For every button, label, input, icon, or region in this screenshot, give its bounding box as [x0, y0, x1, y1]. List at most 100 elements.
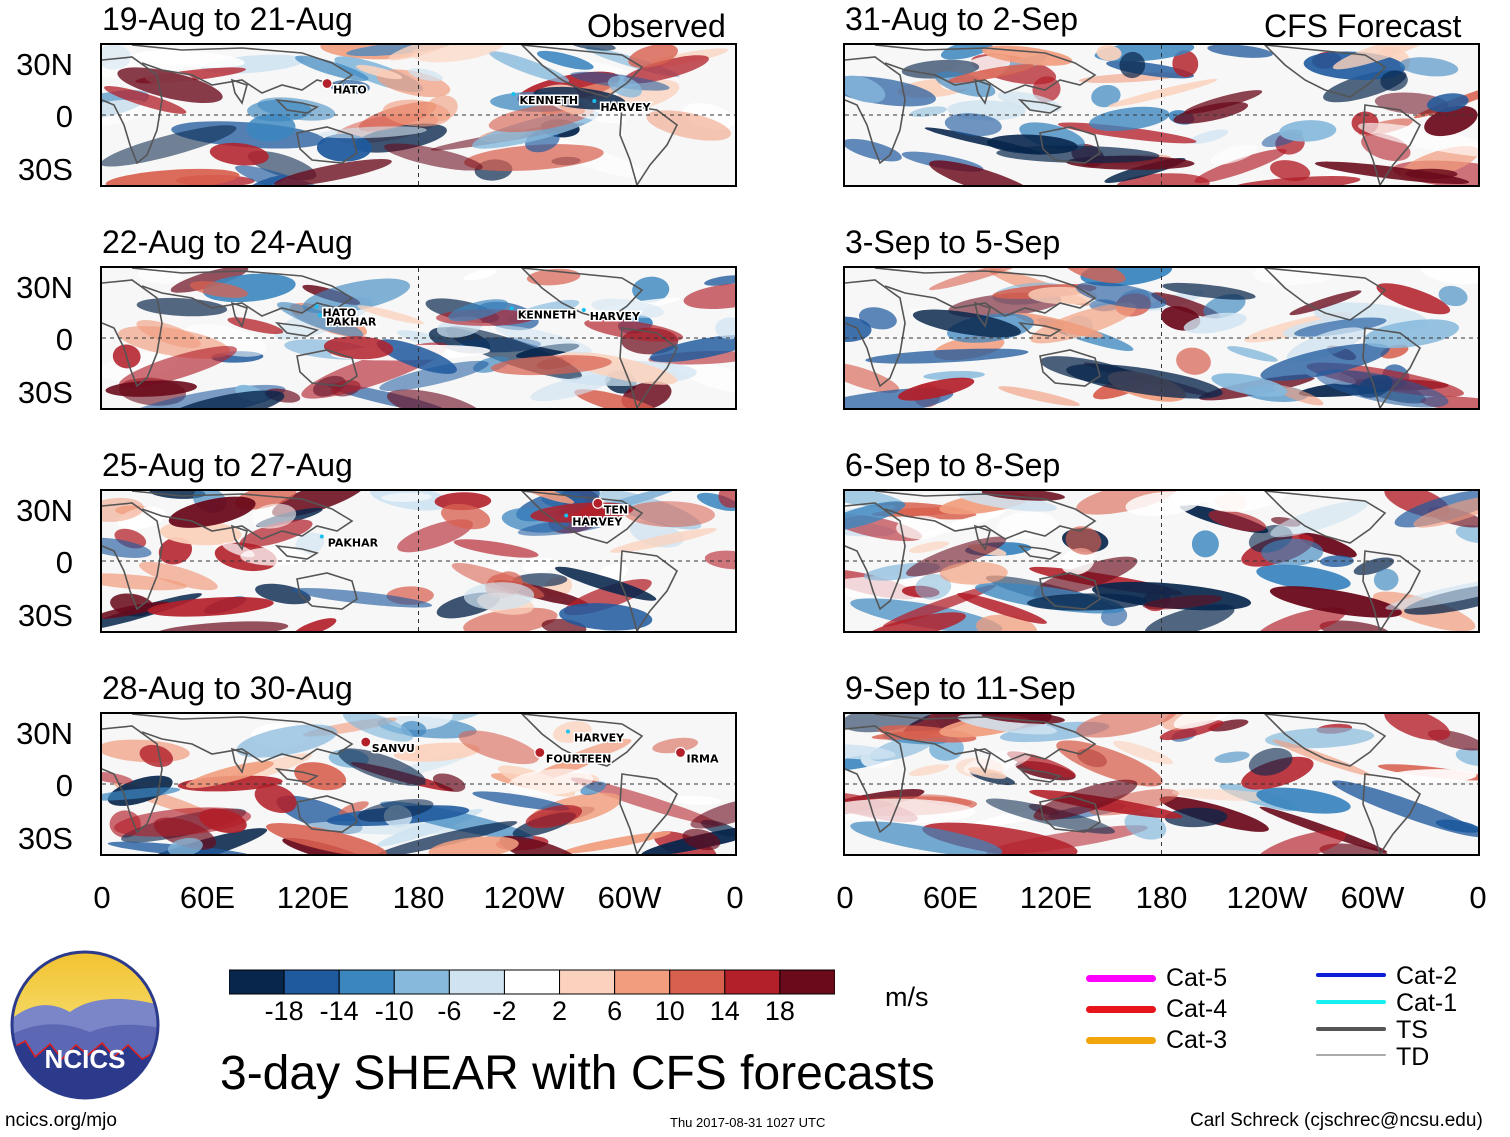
shear-blob: [863, 612, 966, 631]
storm-track-point: [318, 313, 323, 318]
shear-blob: [1173, 101, 1249, 124]
latitude-label: 0: [55, 322, 73, 357]
shear-blob: [536, 50, 594, 70]
legend-label: Cat-2: [1396, 962, 1458, 990]
shear-blob: [1089, 106, 1170, 131]
legend-label: TD: [1396, 1043, 1430, 1071]
shear-blob: [570, 777, 720, 826]
coastline: [874, 268, 1097, 317]
shear-blob: [1424, 105, 1478, 137]
storm-label: SANVU: [372, 742, 415, 755]
shear-blob: [382, 99, 451, 127]
coastline: [520, 45, 644, 98]
shear-blob: [276, 302, 364, 337]
shear-blob: [1076, 714, 1178, 738]
shear-blob: [1259, 806, 1388, 853]
shear-blob: [906, 536, 1007, 577]
coastline: [1263, 491, 1387, 544]
shear-blob: [897, 377, 975, 401]
shear-blob: [316, 133, 372, 162]
footer-url[interactable]: ncics.org/mjo: [5, 1110, 117, 1131]
shear-blob: [1316, 369, 1449, 408]
coastline: [845, 502, 906, 611]
legend-swatch: [1316, 973, 1386, 977]
shear-blob: [1331, 780, 1478, 838]
coastline: [131, 45, 354, 94]
shear-blob: [184, 323, 267, 357]
coastline: [230, 301, 248, 328]
shear-blob: [704, 275, 735, 286]
coastline: [230, 78, 248, 105]
footer-timestamp: Thu 2017-08-31 1027 UTC: [670, 1115, 826, 1130]
shear-blob: [1270, 500, 1368, 538]
shear-blob: [981, 714, 1065, 724]
shear-blob: [628, 45, 678, 68]
shear-blob: [1385, 575, 1478, 610]
shear-blob: [845, 714, 932, 733]
shear-blob: [463, 607, 558, 631]
shear-blob: [683, 282, 735, 310]
shear-blob: [1159, 720, 1224, 741]
coastline: [296, 126, 358, 164]
coastline: [1263, 45, 1387, 98]
shear-map-forecast-2: [843, 266, 1480, 410]
hurricane-icon: [592, 497, 604, 509]
shear-blob: [294, 762, 347, 791]
coastline: [274, 767, 320, 783]
latitude-label: 30S: [17, 152, 73, 187]
legend-swatch: [1086, 1037, 1156, 1044]
shear-blob: [1075, 281, 1167, 309]
shear-blob: [1248, 747, 1293, 776]
longitude-label: 60E: [922, 880, 979, 915]
shear-blob: [1384, 714, 1451, 741]
panel-title: 9-Sep to 11-Sep: [845, 670, 1076, 706]
shear-blob: [934, 71, 996, 98]
shear-blob: [1116, 173, 1210, 185]
storm-label: KENNETH: [519, 94, 578, 107]
storm-track-point: [581, 308, 586, 312]
latitude-label: 0: [55, 99, 73, 134]
shear-blob: [139, 744, 174, 768]
shear-blob: [981, 491, 1065, 501]
shear-blob: [1270, 160, 1311, 182]
shear-blob: [408, 68, 443, 82]
colorbar-tick-label: 18: [764, 996, 795, 1026]
colorbar-tick-label: -6: [437, 996, 462, 1026]
colorbar-tick-label: 14: [709, 996, 740, 1026]
shear-blob: [1076, 491, 1178, 515]
shear-blob: [458, 730, 539, 765]
shear-map-observed-1: HATO KENNETH HARVEY: [100, 43, 737, 187]
shear-blob: [559, 603, 653, 631]
shear-blob: [1214, 751, 1250, 763]
shear-map-observed-3: PAKHAR TEN HARVEY: [100, 489, 737, 633]
shear-blob: [463, 582, 535, 610]
coastline: [845, 56, 906, 165]
shear-blob: [318, 126, 427, 139]
shear-blob: [928, 268, 1025, 291]
shear-blob: [247, 99, 312, 122]
shear-blob: [1373, 568, 1399, 591]
legend-swatch: [1316, 1054, 1386, 1056]
shear-blob: [1091, 84, 1121, 108]
legend-label: Cat-1: [1396, 989, 1458, 1017]
shear-blob: [464, 144, 604, 172]
panel-title: 25-Aug to 27-Aug: [102, 447, 353, 483]
storm-track-point: [509, 306, 514, 311]
storm-label: HARVEY: [574, 732, 625, 745]
shear-blob: [845, 491, 906, 509]
shear-blob: [375, 821, 518, 854]
shear-blob: [1286, 327, 1365, 362]
coastline: [274, 98, 320, 114]
shear-blob: [102, 573, 187, 591]
colorbar-swatch: [724, 969, 781, 995]
shear-blob: [1125, 491, 1201, 517]
shear-blob: [858, 307, 897, 330]
shear-blob: [649, 334, 735, 363]
shear-blob: [170, 268, 249, 293]
shear-blob: [495, 325, 592, 354]
storm-label: HARVEY: [572, 516, 623, 529]
shear-blob: [530, 502, 634, 523]
shear-blob: [845, 743, 896, 760]
shear-blob: [525, 804, 583, 829]
shear-blob: [1260, 343, 1390, 381]
